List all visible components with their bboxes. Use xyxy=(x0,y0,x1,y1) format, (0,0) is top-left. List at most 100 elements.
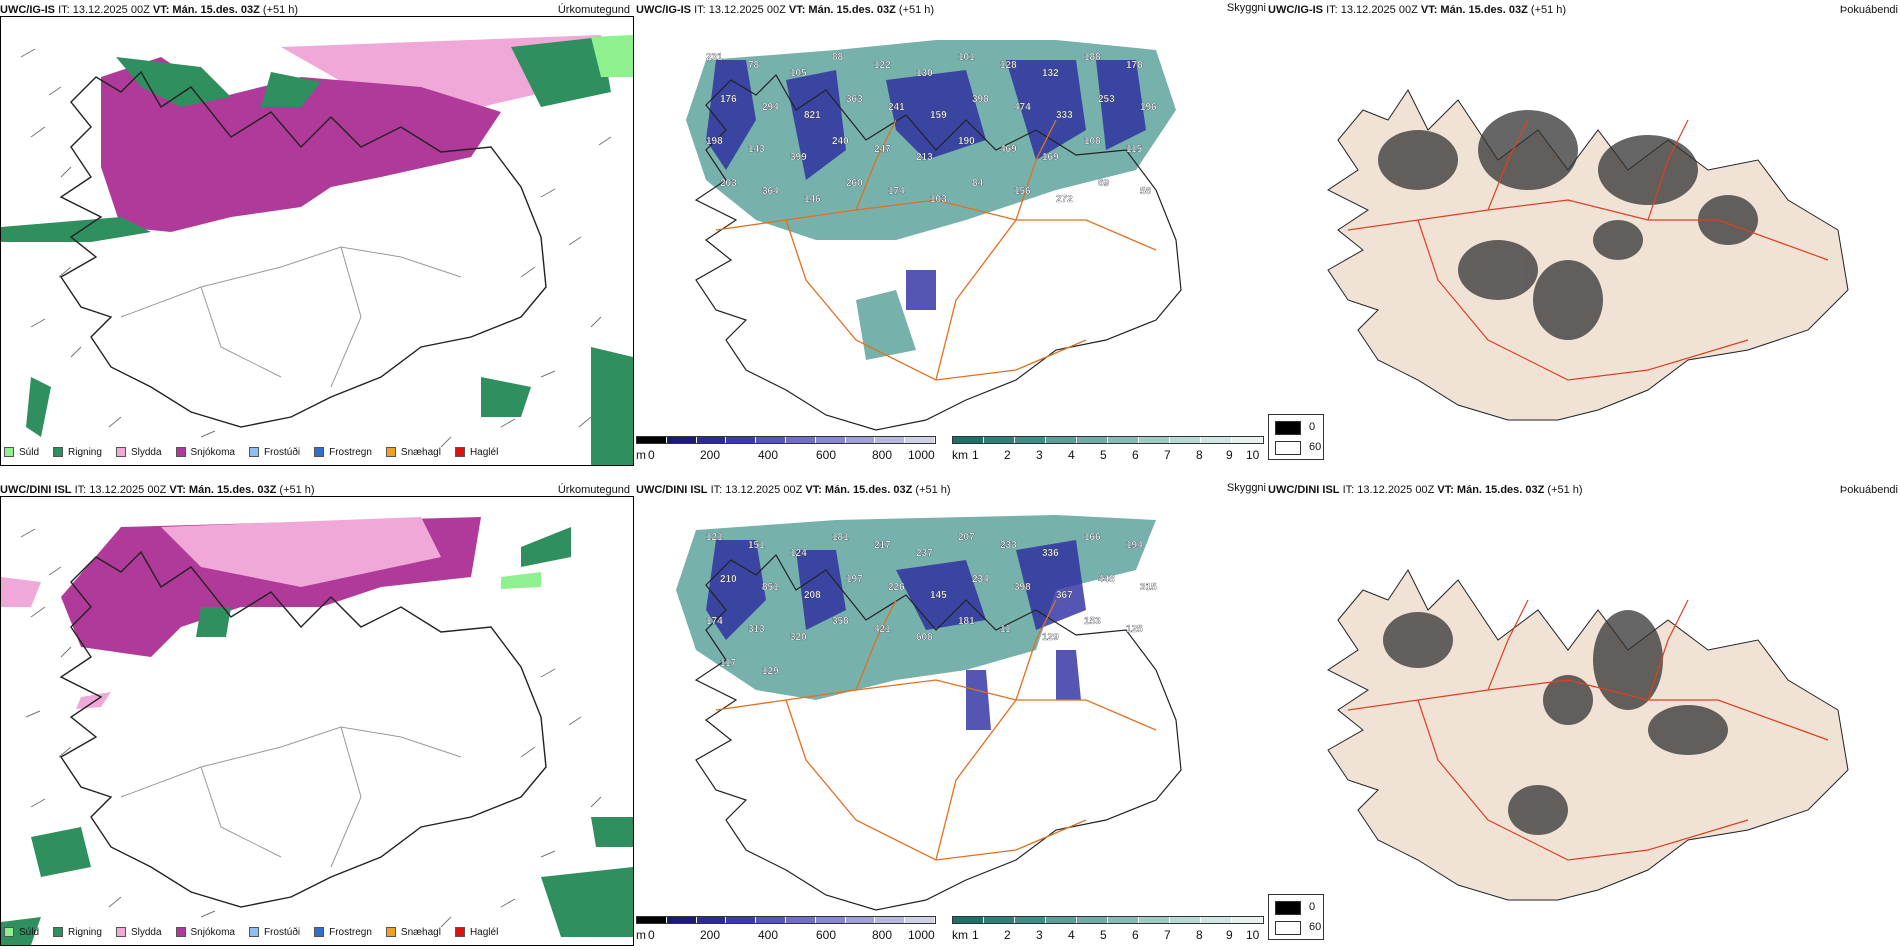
tick-label: 5 xyxy=(1100,448,1107,462)
cloud-base-label: 115 xyxy=(1126,144,1143,155)
model-name: UWC/IG-IS xyxy=(636,4,691,16)
cloud-base-label: 363 xyxy=(846,94,863,105)
cloud-base-label: 272 xyxy=(1056,194,1073,205)
cloud-base-label: 469 xyxy=(1000,144,1017,155)
precip-map-frame xyxy=(0,496,634,946)
cloud-base-label: 143 xyxy=(748,144,765,155)
tick-label: 800 xyxy=(872,928,893,942)
roads xyxy=(715,599,1157,861)
cloud-dark-area xyxy=(706,60,1146,310)
cloud-base-label: 207 xyxy=(958,532,975,543)
cloud-base-label: 130 xyxy=(916,68,933,79)
fog-shading xyxy=(1378,110,1758,340)
fog-panel-bottom: UWC/DINI ISL IT: 13.12.2025 00Z VT: Mán.… xyxy=(1268,480,1900,950)
cloud-base-label: 153 xyxy=(1084,616,1101,627)
tick-label: 3 xyxy=(1036,448,1043,462)
cloud-base-label: 166 xyxy=(1084,532,1101,543)
cloud-base-label: 315 xyxy=(1140,582,1157,593)
precip-map-top xyxy=(1,35,633,465)
init-time: IT: 13.12.2025 00Z xyxy=(1326,4,1418,16)
tick-label: 600 xyxy=(816,448,837,462)
height-scale-bar xyxy=(636,436,936,444)
tick-label: 1 xyxy=(972,448,979,462)
field-name: Þokuábendi xyxy=(1839,4,1898,16)
cloud-map-bottom: 121 151 124 181 217 237 207 233 336 166 194 210 851 2… xyxy=(676,515,1182,911)
legend-item: Frostregn xyxy=(314,927,372,938)
lead-time: (+51 h) xyxy=(279,484,315,496)
legend-item: Snjókoma xyxy=(175,927,235,938)
cloud-base-label: 156 xyxy=(1014,186,1031,197)
tick-label: 9 xyxy=(1226,448,1233,462)
valid-time: VT: Mán. 15.des. 03Z xyxy=(805,484,913,496)
tick-label: 5 xyxy=(1100,928,1107,942)
iceland-outline xyxy=(694,74,1182,431)
visibility-scale-bar xyxy=(952,916,1264,924)
tick-label: 9 xyxy=(1226,928,1233,942)
fog-map-top xyxy=(1327,89,1849,421)
cloud-base-label: 181 xyxy=(958,616,975,627)
cloud-base-label: 151 xyxy=(748,540,765,551)
cloud-base-label: 101 xyxy=(958,52,975,63)
cloud-base-label: 217 xyxy=(874,540,891,551)
cloud-map-top: 231 78 105 88 122 130 101 128 132 188 178 176 294 821… xyxy=(686,40,1182,431)
cloud-header-bottom: UWC/DINI ISL IT: 13.12.2025 00Z VT: Mán.… xyxy=(636,480,951,500)
cloud-base-label: 103 xyxy=(930,194,947,205)
init-time: IT: 13.12.2025 00Z xyxy=(58,4,150,16)
field-name: Skyggni xyxy=(1226,2,1266,14)
cloud-base-label: 367 xyxy=(1056,590,1073,601)
field-name: Þokuábendi xyxy=(1839,484,1898,496)
tick-label: 800 xyxy=(872,448,893,462)
tick-label: 1 xyxy=(972,928,979,942)
cloud-base-label: 448 xyxy=(1098,574,1115,585)
cloud-base-label: 190 xyxy=(958,136,975,147)
cloud-base-label: 69 xyxy=(1098,178,1110,189)
tick-label: 1000 xyxy=(908,448,935,462)
cloud-base-label: 237 xyxy=(916,548,933,559)
fog-panel-top: UWC/IG-IS IT: 13.12.2025 00Z VT: Mán. 15… xyxy=(1268,0,1900,470)
cloud-base-label: 421 xyxy=(874,624,891,635)
cloud-base-label: 398 xyxy=(972,94,989,105)
iceland-land xyxy=(1327,569,1849,901)
cloud-base-label: 178 xyxy=(1126,60,1143,71)
cloud-base-label: 58 xyxy=(1140,186,1152,197)
cloud-base-label: 146 xyxy=(804,194,821,205)
precip-panel-top: UWC/IG-IS IT: 13.12.2025 00Z VT: Mán. 15… xyxy=(0,0,636,470)
roads xyxy=(120,246,462,388)
cloud-base-label: 198 xyxy=(706,136,723,147)
lead-time: (+51 h) xyxy=(898,4,935,16)
cloud-base-label: 145 xyxy=(930,590,947,601)
precip-legend: Súld Rigning Slydda Snjókoma Frostúði Fr… xyxy=(4,444,498,460)
drizzle-area xyxy=(501,572,541,589)
fog-key-high-swatch xyxy=(1275,901,1301,915)
init-time: IT: 13.12.2025 00Z xyxy=(1342,484,1435,496)
cloud-base-label: 821 xyxy=(804,110,821,121)
legend-item: Snæhagl xyxy=(385,927,441,938)
tick-label: 0 xyxy=(648,448,655,462)
wind-barbs xyxy=(20,528,602,928)
visibility-scale-bar xyxy=(952,436,1264,444)
cloud-base-label: 313 xyxy=(748,624,765,635)
cloud-base-label: 253 xyxy=(1098,94,1115,105)
cloud-base-label: 78 xyxy=(748,60,760,71)
cloud-base-label: 108 xyxy=(1084,136,1101,147)
cloud-base-label: 174 xyxy=(888,186,905,197)
field-name: Úrkomutegund xyxy=(557,484,630,496)
cloud-base-label: 260 xyxy=(846,178,863,189)
lead-time: (+51 h) xyxy=(1547,484,1583,496)
sleet-area xyxy=(1,517,441,709)
roads xyxy=(1347,599,1829,861)
init-time: IT: 13.12.2025 00Z xyxy=(710,484,803,496)
cloud-base-label: 11 xyxy=(1000,624,1011,635)
legend-item: Snæhagl xyxy=(385,447,441,458)
cloud-base-label: 608 xyxy=(916,632,933,643)
model-name: UWC/IG-IS xyxy=(0,4,55,16)
valid-time: VT: Mán. 15.des. 03Z xyxy=(152,4,260,16)
cloud-base-label: 188 xyxy=(1084,52,1101,63)
tick-label: 0 xyxy=(648,928,655,942)
legend-item: Snjókoma xyxy=(175,447,235,458)
cloud-dark-area xyxy=(706,540,1086,730)
tick-label: 200 xyxy=(700,448,721,462)
tick-label: 200 xyxy=(700,928,721,942)
cloud-base-label: 121 xyxy=(706,532,723,543)
fog-key-high-swatch xyxy=(1275,421,1301,435)
